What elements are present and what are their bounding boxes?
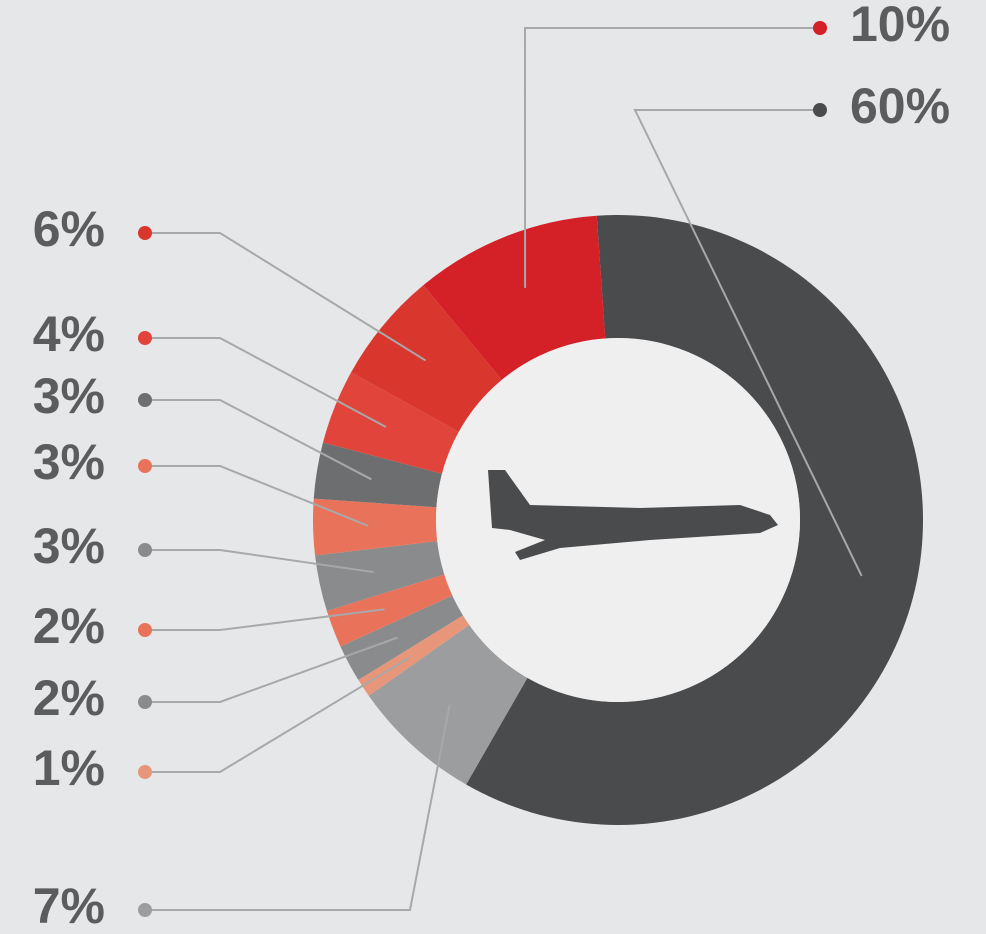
leader-line xyxy=(523,27,820,288)
legend-dot xyxy=(138,226,152,240)
slice xyxy=(368,624,528,785)
slice xyxy=(423,215,606,380)
leader-line xyxy=(145,232,427,362)
legend: 60% 7% 1% 2% 2% 3% 3% 3% 4% 6% 10% xyxy=(33,0,950,934)
slice xyxy=(323,372,459,474)
data-label: 2% xyxy=(33,670,105,726)
leader-line xyxy=(145,399,372,481)
airplane-icon xyxy=(488,470,778,560)
data-label: 2% xyxy=(33,598,105,654)
data-label: 3% xyxy=(33,368,105,424)
donut xyxy=(313,215,924,826)
data-label: 1% xyxy=(33,740,105,796)
legend-dot xyxy=(138,623,152,637)
leader-line xyxy=(145,465,369,527)
leader-line xyxy=(145,608,385,631)
legend-dot xyxy=(138,331,152,345)
legend-dot xyxy=(138,393,152,407)
slice xyxy=(351,285,502,432)
leader-line xyxy=(145,704,451,911)
leader-line xyxy=(145,636,398,703)
legend-dot xyxy=(813,21,827,35)
leader-line xyxy=(145,656,410,773)
legend-dot xyxy=(813,103,827,117)
legend-dot xyxy=(138,903,152,917)
data-label: 4% xyxy=(33,306,105,362)
slice xyxy=(315,541,445,612)
data-label: 3% xyxy=(33,518,105,574)
slice xyxy=(313,442,442,508)
slice xyxy=(340,595,464,680)
legend-dot xyxy=(138,459,152,473)
leader-line xyxy=(145,549,374,574)
legend-dot xyxy=(138,543,152,557)
slice xyxy=(326,574,453,647)
slice xyxy=(466,215,924,826)
leader-line xyxy=(145,337,387,428)
slice xyxy=(358,615,470,696)
data-label: 60% xyxy=(850,78,950,134)
legend-dot xyxy=(138,765,152,779)
legend-dot xyxy=(138,695,152,709)
leader-line xyxy=(633,109,863,577)
data-label: 10% xyxy=(850,0,950,52)
data-label: 3% xyxy=(33,434,105,490)
data-label: 6% xyxy=(33,201,105,257)
data-label: 7% xyxy=(33,878,105,934)
slice xyxy=(313,498,438,556)
